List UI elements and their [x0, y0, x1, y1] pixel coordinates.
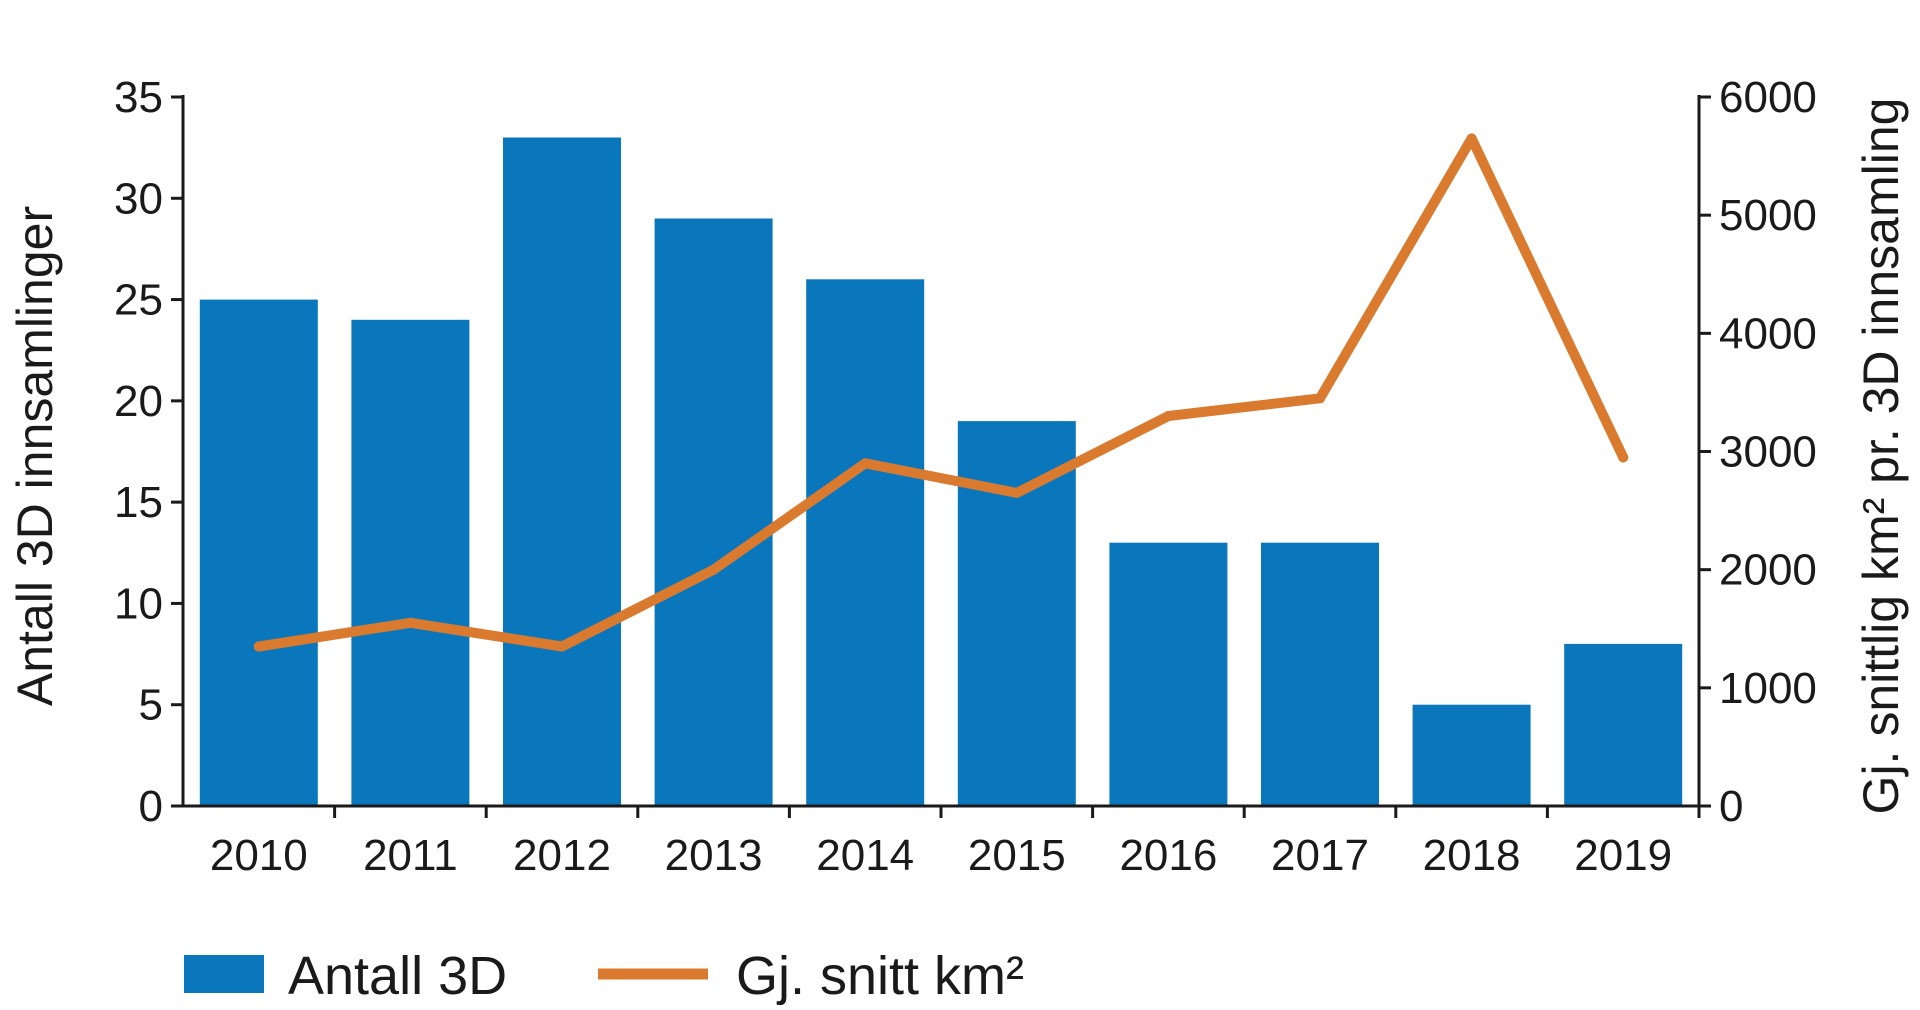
x-tick-label-2011: 2011 [363, 831, 458, 880]
line-point-2018 [1466, 133, 1477, 144]
line-point-2011 [405, 617, 416, 628]
bar-2019 [1564, 643, 1683, 806]
line-point-2012 [557, 641, 567, 652]
line-series-avg-km2 [253, 133, 1629, 652]
legend: Antall 3D Gj. snitt km² [184, 946, 1024, 1006]
bar-2014 [806, 279, 925, 806]
left-tick-label-30: 30 [114, 174, 163, 223]
line-point-2019 [1618, 452, 1629, 463]
legend-label-line: Gj. snitt km² [736, 946, 1024, 1006]
line-point-2010 [253, 641, 264, 652]
x-tick-label-2017: 2017 [1271, 831, 1369, 880]
x-tick-label-2019: 2019 [1574, 831, 1672, 880]
right-axis-title: Gj. snitt­lig km² pr. 3D innsamling [1853, 98, 1909, 815]
bar-2015 [957, 421, 1076, 806]
x-tick-label-2010: 2010 [210, 831, 308, 880]
x-tick-label-2013: 2013 [665, 831, 763, 880]
right-tick-label-3000: 3000 [1719, 428, 1817, 477]
left-tick-label-20: 20 [114, 377, 163, 426]
bar-2013 [654, 218, 773, 806]
right-tick-label-5000: 5000 [1719, 191, 1817, 240]
line-point-2014 [860, 458, 871, 469]
x-tick-label-2016: 2016 [1119, 831, 1217, 880]
x-tick-label-2015: 2015 [968, 831, 1066, 880]
line-layer [253, 133, 1629, 652]
legend-label-bars: Antall 3D [288, 946, 507, 1006]
bar-2017 [1261, 542, 1379, 806]
bar-2012 [503, 137, 621, 806]
x-tick-label-2018: 2018 [1423, 831, 1521, 880]
bar-2018 [1412, 704, 1531, 806]
line-point-2015 [1011, 487, 1022, 498]
bar-2011 [351, 319, 470, 806]
right-tick-label-2000: 2000 [1719, 546, 1817, 595]
right-tick-label-6000: 6000 [1719, 73, 1817, 122]
bar-2010 [199, 299, 318, 806]
line-point-2017 [1315, 393, 1325, 404]
right-tick-label-4000: 4000 [1719, 309, 1817, 358]
left-tick-label-15: 15 [114, 478, 163, 527]
line-point-2013 [708, 564, 719, 575]
left-tick-label-35: 35 [114, 73, 163, 122]
x-tick-label-2012: 2012 [513, 831, 611, 880]
legend-swatch-bars [184, 955, 264, 993]
x-tick-label-2014: 2014 [816, 831, 914, 880]
axes-layer: 0 5 10 15 20 25 30 35 0 1000 2000 3000 4000 5000 6000 2… [114, 73, 1817, 880]
line-point-2016 [1163, 411, 1174, 421]
right-tick-label-1000: 1000 [1719, 664, 1817, 713]
left-axis-title: Antall 3D innsamlinger [7, 206, 63, 706]
bars-layer [199, 137, 1683, 806]
left-tick-label-5: 5 [139, 681, 163, 730]
bar-2016 [1109, 542, 1228, 806]
left-tick-label-25: 25 [114, 276, 163, 325]
right-tick-label-0: 0 [1719, 782, 1743, 831]
left-tick-label-10: 10 [114, 579, 163, 628]
left-tick-label-0: 0 [139, 782, 163, 831]
